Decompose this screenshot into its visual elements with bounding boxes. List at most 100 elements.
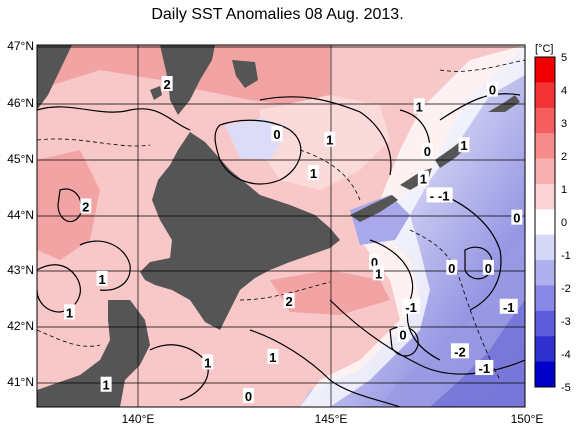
- contour-label-bg: [271, 126, 283, 142]
- colorbar-label: -4: [561, 349, 571, 361]
- contour-label-bg: [64, 304, 76, 320]
- contour-label-bg: [475, 360, 494, 376]
- contour-label: 1: [416, 99, 423, 114]
- contour-label-bg: [482, 259, 494, 275]
- contour-label: 2: [286, 294, 293, 309]
- contour-label: 1: [269, 350, 276, 365]
- contour-label: 0: [273, 127, 280, 142]
- contour-label-bg: [100, 376, 112, 392]
- land-sakhalin-cape: [232, 60, 258, 88]
- warm-region-south: [270, 270, 390, 315]
- contour-label-bg: [397, 326, 409, 342]
- contour-label-bg: [283, 293, 295, 309]
- colorbar-label: 1: [561, 184, 568, 196]
- graticule: [37, 45, 525, 407]
- contour-label: -1: [479, 361, 491, 376]
- contour-label: 0: [245, 389, 252, 404]
- contour-label: 0: [371, 255, 378, 270]
- colorbar-label: 5: [561, 52, 568, 64]
- cool-region-core: [430, 300, 525, 407]
- colorbar: [535, 57, 555, 388]
- contour-label-bg: [511, 209, 523, 225]
- lon-tick: 145°E: [314, 412, 348, 426]
- colorbar-swatch: [535, 133, 555, 160]
- warm-region-west: [37, 150, 100, 260]
- lat-tick: 44°N: [7, 208, 34, 222]
- map-title: Daily SST Anomalies 08 Aug. 2013.: [151, 6, 404, 23]
- contour-label-bg: [421, 142, 433, 158]
- contour-label-bg: [96, 270, 108, 286]
- contour-label: 1: [460, 138, 467, 153]
- colorbar-label: 4: [561, 85, 568, 97]
- land-kuril-1: [350, 195, 398, 222]
- contour-label-bg: [242, 387, 254, 403]
- colorbar-swatch: [535, 107, 555, 134]
- contour-label: -1: [503, 300, 515, 315]
- cool-patch-shiretoko: [225, 118, 285, 160]
- contour-label-bg: [369, 254, 381, 270]
- contour-label: 1: [204, 355, 211, 370]
- colorbar-swatch: [535, 234, 555, 261]
- contour-label: -2: [454, 344, 466, 359]
- contour-label: 0: [424, 144, 431, 159]
- colorbar-label: 0: [561, 217, 568, 229]
- contour-label-bg: [324, 131, 336, 147]
- contour-label-bg: [202, 354, 214, 370]
- contour-label-bg: [402, 298, 421, 314]
- land-sakhalin: [160, 45, 215, 115]
- colorbar-swatch: [535, 209, 555, 236]
- colorbar-swatch: [535, 336, 555, 363]
- contour-label: 0: [513, 211, 520, 226]
- colorbar-label: 2: [561, 151, 568, 163]
- colorbar-swatch: [535, 310, 555, 337]
- contour-label: 1: [375, 266, 382, 281]
- colorbar-frame: [534, 56, 556, 388]
- contour-label: 0: [448, 261, 455, 276]
- contour-label: 1: [420, 172, 427, 187]
- contour-label-bg: [413, 98, 425, 114]
- contour-label: 1: [326, 133, 333, 148]
- lat-tick: 43°N: [7, 263, 34, 277]
- colorbar-swatch: [535, 57, 555, 83]
- contour-label-bg: [80, 198, 92, 214]
- contour-label: -1: [438, 188, 450, 203]
- contour-label-bg: [450, 343, 469, 359]
- colorbar-swatch: [535, 183, 555, 210]
- colorbar-swatch: [535, 82, 555, 109]
- contour-label: 0: [399, 328, 406, 343]
- contour-label-bg: [434, 187, 453, 203]
- lat-tick: 46°N: [7, 96, 34, 110]
- contour-label-bg: [446, 259, 458, 275]
- contour-label: 1: [66, 305, 73, 320]
- colorbar-label: -1: [561, 250, 571, 262]
- contour-label: 1: [310, 166, 317, 181]
- colorbar-swatch: [535, 260, 555, 286]
- contour-label: 1: [103, 378, 110, 393]
- lat-tick: 47°N: [7, 39, 34, 53]
- contour-label-bg: [161, 75, 173, 91]
- land-kuril-4: [488, 95, 520, 112]
- lat-tick: 42°N: [7, 319, 34, 333]
- colorbar-label: -5: [561, 382, 571, 394]
- land-rebun: [150, 86, 162, 100]
- lat-tick: 41°N: [7, 375, 34, 389]
- land-primorye: [37, 45, 72, 110]
- lon-tick: 140°E: [121, 412, 155, 426]
- colorbar-swatch: [535, 285, 555, 312]
- contour-label-bg: [308, 165, 320, 181]
- contour-lines: [37, 93, 525, 407]
- contour-label-bg: [499, 298, 518, 314]
- contour-label: 0: [485, 261, 492, 276]
- contour-label: -1: [405, 300, 417, 315]
- neutral-band: [300, 45, 525, 407]
- colorbar-label: -2: [561, 283, 571, 295]
- lon-tick: 150°E: [510, 412, 544, 426]
- colorbar-label: -3: [561, 316, 571, 328]
- colorbar-swatch: [535, 158, 555, 185]
- lat-tick: 45°N: [7, 152, 34, 166]
- land-hokkaido: [140, 132, 340, 330]
- contour-label: 2: [164, 77, 171, 92]
- colorbar-label: 3: [561, 118, 568, 130]
